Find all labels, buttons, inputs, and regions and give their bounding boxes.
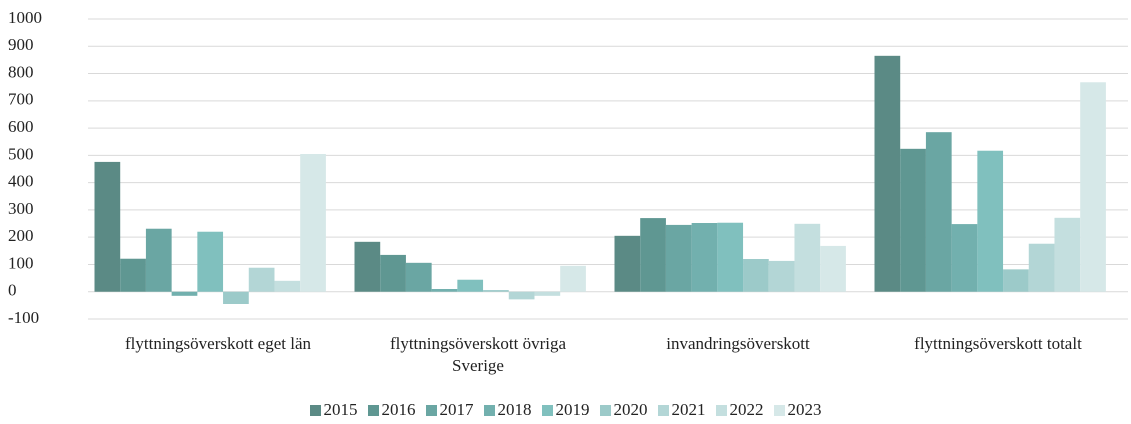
legend-item: 2015	[309, 400, 358, 420]
y-tick-label: 100	[8, 253, 34, 272]
legend-item: 2021	[657, 400, 706, 420]
legend-label: 2023	[787, 400, 822, 419]
bar	[145, 228, 172, 292]
y-tick-label: 800	[8, 62, 34, 81]
bar	[534, 291, 561, 296]
bar	[94, 161, 121, 292]
bar	[925, 132, 952, 292]
x-tick-label-box: flyttningsöverskott övriga Sverige	[389, 334, 567, 375]
legend-swatch	[483, 404, 495, 416]
legend-item: 2022	[715, 400, 764, 420]
legend-swatch	[657, 404, 669, 416]
legend-label: 2018	[497, 400, 532, 419]
bar	[274, 280, 301, 292]
bar	[743, 259, 769, 292]
bar	[874, 55, 901, 292]
legend-item: 2016	[367, 400, 416, 420]
y-tick-label: 900	[8, 35, 34, 54]
bar	[457, 279, 484, 292]
legend-swatch	[541, 404, 553, 416]
bar	[431, 289, 458, 292]
bar	[614, 235, 641, 292]
bar	[354, 241, 381, 292]
legend-swatch	[599, 404, 611, 416]
bar	[900, 148, 926, 292]
legend: 2015 2016 2017 2018 2019 2020 2021 2022 2023	[0, 400, 1131, 420]
legend-label: 2015	[323, 400, 358, 419]
y-tick-label: 0	[8, 281, 17, 300]
legend-swatch	[715, 404, 727, 416]
bar	[405, 262, 432, 292]
y-tick-label: 500	[8, 144, 34, 163]
bar	[380, 254, 406, 292]
legend-item: 2023	[773, 400, 822, 420]
legend-label: 2021	[671, 400, 706, 419]
x-tick-label-box: flyttningsöverskott totalt	[914, 334, 1082, 353]
bar	[794, 223, 821, 292]
legend-label: 2020	[613, 400, 648, 419]
x-tick-label: flyttningsöverskott övriga Sverige	[389, 334, 567, 375]
bar	[248, 267, 275, 292]
bar	[1003, 269, 1029, 292]
y-tick-label: 1000	[8, 8, 42, 27]
legend-item: 2018	[483, 400, 532, 420]
bar	[1028, 243, 1055, 292]
bar	[820, 245, 846, 292]
x-tick-label: flyttningsöverskott totalt	[914, 334, 1082, 353]
bar	[120, 258, 146, 292]
bar	[717, 222, 744, 292]
bar	[640, 218, 666, 292]
y-tick-label: 200	[8, 226, 34, 245]
x-tick-label: flyttningsöverskott eget län	[124, 334, 312, 353]
legend-label: 2016	[381, 400, 416, 419]
y-tick-label: -100	[8, 308, 39, 327]
bar	[1080, 82, 1106, 292]
bar	[951, 224, 978, 292]
bar	[665, 224, 692, 292]
legend-label: 2022	[729, 400, 764, 419]
y-tick-label: 300	[8, 199, 34, 218]
legend-swatch	[309, 404, 321, 416]
bar	[508, 291, 535, 300]
legend-swatch	[773, 404, 785, 416]
y-tick-label: 700	[8, 90, 34, 109]
legend-swatch	[367, 404, 379, 416]
legend-item: 2019	[541, 400, 590, 420]
legend-swatch	[425, 404, 437, 416]
x-tick-label-box: flyttningsöverskott eget län	[124, 334, 312, 353]
chart: -100 0 100 200 300 400 500 600 700 800 900 1000 flyt…	[8, 8, 1128, 375]
bar	[560, 265, 586, 292]
bar	[197, 231, 224, 292]
bar	[483, 290, 509, 292]
x-tick-label-box: invandringsöverskott	[666, 334, 810, 353]
bar	[691, 223, 718, 292]
bar	[300, 154, 326, 292]
x-tick-label: invandringsöverskott	[666, 334, 810, 353]
legend-item: 2020	[599, 400, 648, 420]
y-tick-label: 600	[8, 117, 34, 136]
legend-item: 2017	[425, 400, 474, 420]
bar	[1054, 217, 1081, 292]
bar	[223, 291, 249, 304]
y-tick-label: 400	[8, 172, 34, 191]
bar	[768, 260, 795, 292]
bar	[171, 291, 198, 296]
legend-label: 2017	[439, 400, 474, 419]
legend-label: 2019	[555, 400, 590, 419]
bar	[977, 150, 1004, 292]
